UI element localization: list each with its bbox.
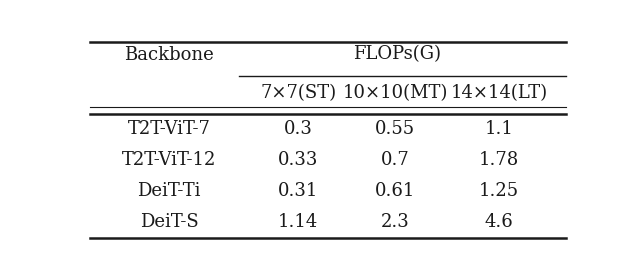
Text: DeiT-Ti: DeiT-Ti <box>138 182 201 200</box>
Text: 7×7(ST): 7×7(ST) <box>260 84 336 102</box>
Text: 0.33: 0.33 <box>278 151 319 169</box>
Text: 0.61: 0.61 <box>375 182 415 200</box>
Text: 0.7: 0.7 <box>381 151 410 169</box>
Text: 1.25: 1.25 <box>479 182 519 200</box>
Text: DeiT-S: DeiT-S <box>140 213 198 231</box>
Text: 10×10(MT): 10×10(MT) <box>342 84 447 102</box>
Text: Backbone: Backbone <box>124 46 214 63</box>
Text: 4.6: 4.6 <box>484 213 513 231</box>
Text: 0.55: 0.55 <box>375 120 415 138</box>
Text: T2T-ViT-7: T2T-ViT-7 <box>128 120 211 138</box>
Text: 14×14(LT): 14×14(LT) <box>451 84 548 102</box>
Text: FLOPs(G): FLOPs(G) <box>353 46 442 63</box>
Text: 0.3: 0.3 <box>284 120 313 138</box>
Text: 2.3: 2.3 <box>381 213 410 231</box>
Text: T2T-ViT-12: T2T-ViT-12 <box>122 151 216 169</box>
Text: 1.78: 1.78 <box>479 151 519 169</box>
Text: 1.1: 1.1 <box>484 120 513 138</box>
Text: 1.14: 1.14 <box>278 213 318 231</box>
Text: 0.31: 0.31 <box>278 182 319 200</box>
